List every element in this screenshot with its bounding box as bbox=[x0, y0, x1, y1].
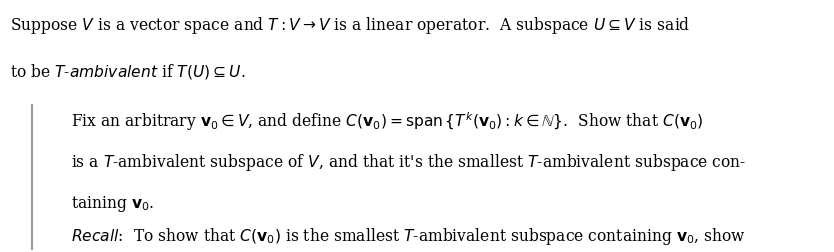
Text: Suppose $V$ is a vector space and $T : V \rightarrow V$ is a linear operator.  A: Suppose $V$ is a vector space and $T : V… bbox=[10, 15, 691, 36]
Text: taining $\mathbf{v}_0$.: taining $\mathbf{v}_0$. bbox=[71, 193, 154, 213]
Text: $\it{Recall}$:  To show that $C(\mathbf{v}_0)$ is the smallest $T$-ambivalent su: $\it{Recall}$: To show that $C(\mathbf{v… bbox=[71, 226, 746, 246]
Text: to be $T$-$\it{ambivalent}$ if $T(U) \subseteq U$.: to be $T$-$\it{ambivalent}$ if $T(U) \su… bbox=[10, 62, 246, 81]
Text: is a $T$-ambivalent subspace of $V$, and that it's the smallest $T$-ambivalent s: is a $T$-ambivalent subspace of $V$, and… bbox=[71, 151, 746, 172]
Text: Fix an arbitrary $\mathbf{v}_0 \in V$, and define $C(\mathbf{v}_0) = \mathrm{spa: Fix an arbitrary $\mathbf{v}_0 \in V$, a… bbox=[71, 110, 703, 132]
